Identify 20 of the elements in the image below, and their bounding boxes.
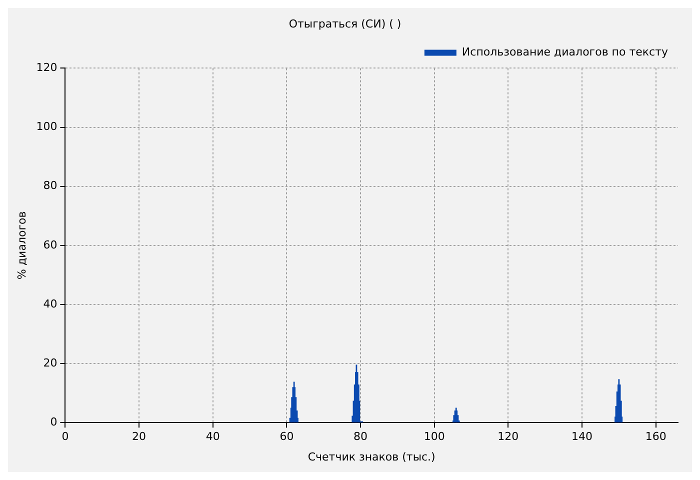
y-tick-label: 0 — [50, 415, 58, 428]
y-tick-label: 80 — [43, 179, 58, 192]
x-tick-label: 120 — [498, 430, 519, 444]
y-tick-label: 100 — [36, 120, 58, 134]
x-tick-label: 60 — [280, 430, 294, 444]
x-tick-label: 160 — [645, 430, 666, 444]
y-tick-label: 60 — [43, 238, 58, 252]
x-tick-label: 40 — [206, 430, 220, 444]
x-tick-label: 20 — [132, 430, 146, 444]
x-tick-label: 100 — [424, 430, 445, 444]
x-axis-title: Счетчик знаков (тыс.) — [308, 450, 436, 464]
y-tick-label: 120 — [36, 61, 58, 74]
x-tick-label: 140 — [572, 430, 593, 444]
chart-title: Отыграться (СИ) ( ) — [288, 17, 402, 30]
x-tick-label: 80 — [354, 430, 368, 444]
y-tick-label: 40 — [43, 297, 58, 310]
x-tick-label: 0 — [62, 430, 69, 444]
legend-label: Использование диалогов по тексту — [462, 46, 668, 59]
y-axis-title: % диалогов — [15, 211, 28, 280]
y-tick-label: 20 — [43, 356, 58, 370]
